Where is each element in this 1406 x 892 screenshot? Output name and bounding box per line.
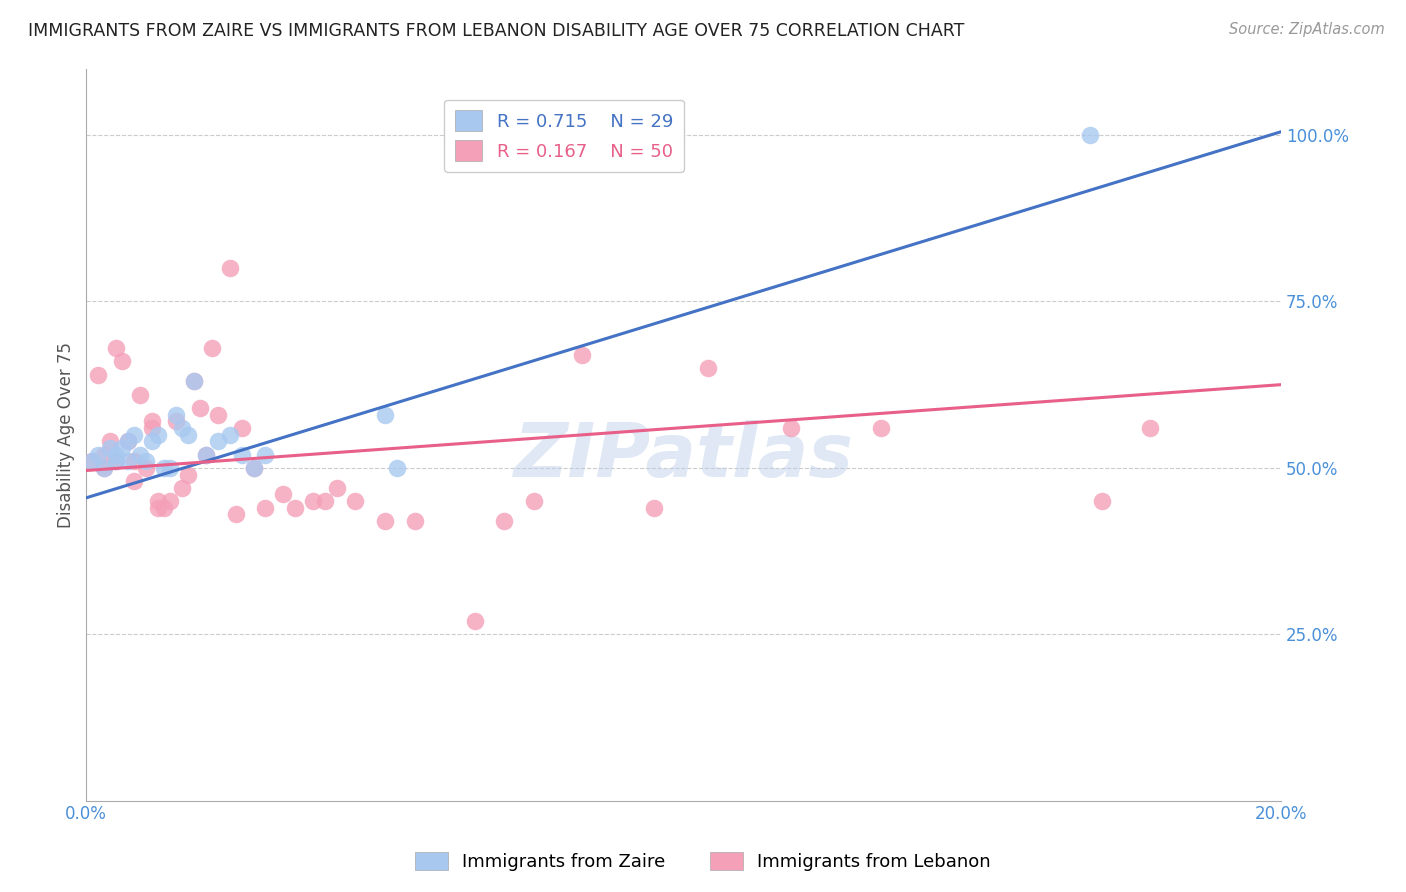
Point xyxy=(170,421,193,435)
Point xyxy=(93,448,115,462)
Text: IMMIGRANTS FROM ZAIRE VS IMMIGRANTS FROM LEBANON DISABILITY AGE OVER 75 CORRELAT: IMMIGRANTS FROM ZAIRE VS IMMIGRANTS FROM… xyxy=(28,22,965,40)
Point xyxy=(117,434,139,449)
Point xyxy=(159,460,181,475)
Point xyxy=(225,508,247,522)
Point xyxy=(571,348,593,362)
Point xyxy=(201,341,224,355)
Point xyxy=(153,460,176,475)
Point xyxy=(188,401,211,415)
Point xyxy=(93,460,115,475)
Text: ZIPatlas: ZIPatlas xyxy=(513,420,853,493)
Point xyxy=(302,494,325,508)
Point xyxy=(780,421,803,435)
Text: Source: ZipAtlas.com: Source: ZipAtlas.com xyxy=(1229,22,1385,37)
Point xyxy=(869,421,891,435)
Point xyxy=(207,434,229,449)
Point xyxy=(314,494,336,508)
Point xyxy=(141,414,163,428)
Point xyxy=(105,454,128,468)
Point xyxy=(1091,494,1114,508)
Point xyxy=(170,481,193,495)
Point xyxy=(111,354,134,368)
Point xyxy=(273,487,295,501)
Point xyxy=(464,614,486,628)
Point xyxy=(82,454,104,468)
Point xyxy=(242,460,264,475)
Point xyxy=(1139,421,1161,435)
Point xyxy=(183,374,205,388)
Point xyxy=(385,460,408,475)
Point xyxy=(1078,128,1101,142)
Point xyxy=(494,514,516,528)
Point xyxy=(231,448,253,462)
Point xyxy=(194,448,217,462)
Point xyxy=(194,448,217,462)
Point xyxy=(183,374,205,388)
Point xyxy=(165,414,187,428)
Point xyxy=(105,448,128,462)
Point xyxy=(696,361,718,376)
Point xyxy=(523,494,546,508)
Legend: R = 0.715    N = 29, R = 0.167    N = 50: R = 0.715 N = 29, R = 0.167 N = 50 xyxy=(444,100,683,172)
Point xyxy=(141,421,163,435)
Point xyxy=(141,434,163,449)
Point xyxy=(218,261,240,276)
Point xyxy=(98,434,121,449)
Point xyxy=(87,448,110,462)
Point xyxy=(82,454,104,468)
Point xyxy=(218,427,240,442)
Point xyxy=(231,421,253,435)
Point xyxy=(254,500,277,515)
Point xyxy=(122,454,145,468)
Point xyxy=(122,474,145,488)
Point xyxy=(207,408,229,422)
Point xyxy=(87,368,110,382)
Point xyxy=(326,481,349,495)
Point xyxy=(159,494,181,508)
Point xyxy=(177,427,200,442)
Point xyxy=(404,514,426,528)
Point xyxy=(242,460,264,475)
Point xyxy=(146,427,169,442)
Legend: Immigrants from Zaire, Immigrants from Lebanon: Immigrants from Zaire, Immigrants from L… xyxy=(408,845,998,879)
Point xyxy=(135,460,157,475)
Point xyxy=(153,500,176,515)
Point xyxy=(105,341,128,355)
Y-axis label: Disability Age Over 75: Disability Age Over 75 xyxy=(58,342,75,527)
Point xyxy=(344,494,367,508)
Point xyxy=(122,427,145,442)
Point xyxy=(284,500,307,515)
Point xyxy=(98,441,121,455)
Point xyxy=(117,434,139,449)
Point xyxy=(177,467,200,482)
Point xyxy=(146,494,169,508)
Point xyxy=(111,441,134,455)
Point xyxy=(105,454,128,468)
Point xyxy=(129,448,152,462)
Point xyxy=(93,460,115,475)
Point xyxy=(254,448,277,462)
Point xyxy=(165,408,187,422)
Point xyxy=(643,500,665,515)
Point xyxy=(135,454,157,468)
Point xyxy=(117,454,139,468)
Point xyxy=(374,514,396,528)
Point xyxy=(146,500,169,515)
Point xyxy=(129,387,152,401)
Point xyxy=(374,408,396,422)
